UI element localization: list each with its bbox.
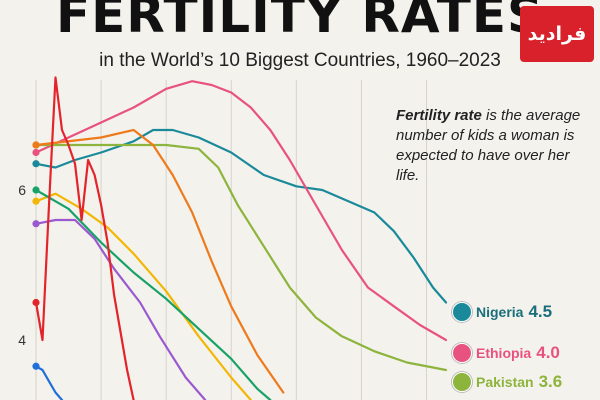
series-start-dot — [32, 298, 40, 307]
definition-note: Fertility rate is the average number of … — [396, 106, 596, 186]
series-line-nigeria — [34, 128, 448, 304]
series-start-dot — [32, 160, 40, 168]
series-start-dot — [32, 141, 40, 149]
series-line-brazil — [34, 218, 207, 400]
series-value-label: 3.6 — [538, 372, 563, 391]
series-line-ethiopia — [34, 80, 448, 342]
series-line-pakistan — [34, 143, 448, 372]
series-start-dots — [32, 141, 40, 370]
series-start-dot — [32, 362, 40, 370]
series-lines — [34, 76, 448, 400]
series-name-label: Nigeria — [476, 304, 524, 320]
grid-lines — [35, 80, 427, 400]
series-value-label: 4.5 — [528, 302, 553, 321]
series-line-india — [34, 188, 272, 400]
y-tick-label: 6 — [18, 182, 26, 198]
end-label-nigeria: Nigeria 4.5 — [452, 302, 552, 322]
series-start-dot — [32, 186, 40, 194]
flag-icon — [452, 302, 472, 322]
end-label-ethiopia: Ethiopia 4.0 — [452, 343, 560, 363]
series-line-united-states — [34, 365, 64, 400]
series-start-dot — [32, 220, 40, 228]
series-name-label: Ethiopia — [476, 345, 532, 361]
flag-icon — [452, 343, 472, 363]
end-label-pakistan: Pakistan 3.6 — [452, 372, 562, 392]
flag-icon — [452, 372, 472, 392]
series-name-label: Pakistan — [476, 374, 534, 390]
chart-subtitle: in the World’s 10 Biggest Countries, 196… — [99, 50, 501, 71]
note-term: Fertility rate — [396, 107, 482, 124]
series-line-bangladesh — [34, 128, 285, 394]
publisher-logo: فرادید — [520, 6, 594, 62]
y-tick-label: 4 — [18, 332, 26, 348]
series-line-indonesia — [34, 192, 252, 400]
series-value-label: 4.0 — [536, 343, 560, 362]
note-text: is the average number of kids a woman is… — [396, 107, 581, 184]
series-start-dot — [32, 197, 40, 205]
chart-title: FERTILITY RATES — [55, 0, 545, 44]
y-axis-ticks: 46 — [18, 182, 26, 348]
series-line-china — [34, 76, 135, 400]
series-start-dot — [32, 148, 40, 157]
